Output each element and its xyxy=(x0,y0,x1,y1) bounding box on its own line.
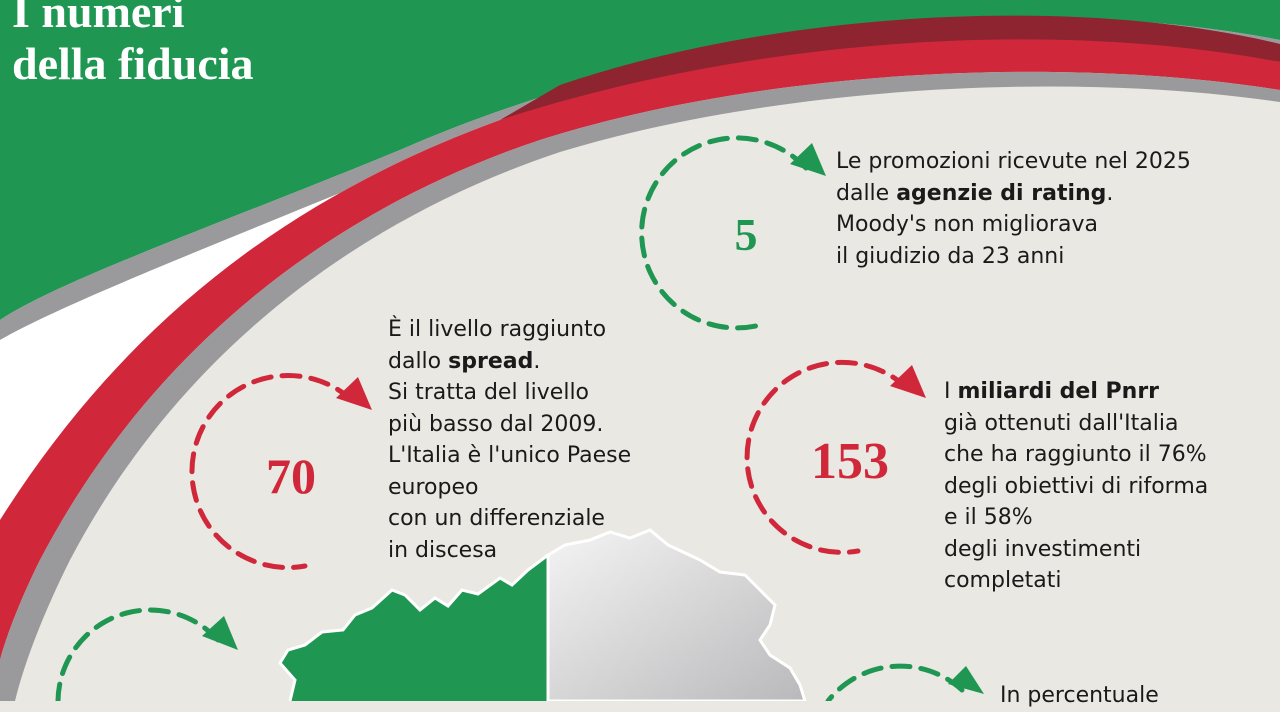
fact-number-70: 70 xyxy=(266,448,316,504)
arrow-head-70 xyxy=(336,377,372,410)
text-line: in discesa xyxy=(388,537,498,563)
text-line: il giudizio da 23 anni xyxy=(836,243,1065,269)
page-title: I numeri della fiducia xyxy=(12,0,254,90)
italy-map-border xyxy=(278,553,549,701)
arrow-head-153 xyxy=(890,365,926,398)
fact-text-percentuale: In percentuale xyxy=(1000,680,1159,712)
text-line: europeo xyxy=(388,474,479,500)
title-line-2: della fiducia xyxy=(12,38,254,89)
fact-text-spread: È il livello raggiunto dallo spread. Si … xyxy=(388,314,631,566)
text-line: completati xyxy=(944,568,1062,593)
green-band xyxy=(0,0,1280,320)
arrow-head-5 xyxy=(790,143,826,176)
text-line: I miliardi del Pnrr xyxy=(944,379,1160,404)
italy-map-grey xyxy=(546,528,807,701)
text-line: con un differenziale xyxy=(388,506,605,531)
text-line: più basso dal 2009. xyxy=(388,411,604,437)
text-line: L'Italia è l'unico Paese xyxy=(388,443,632,468)
arrow-circle-bottom-right xyxy=(825,663,965,701)
text-line: Moody's non migliorava xyxy=(836,212,1098,237)
text-line: già ottenuti dall'Italia xyxy=(944,410,1179,436)
text-line: degli obiettivi di riforma xyxy=(944,473,1209,499)
arrow-circle-5 xyxy=(639,135,809,331)
fact-text-pnrr: I miliardi del Pnrr già ottenuti dall'It… xyxy=(944,376,1208,597)
fact-number-5: 5 xyxy=(734,209,758,260)
text-line: e il 58% xyxy=(944,505,1033,530)
arrow-circle-bottom-left xyxy=(55,607,221,701)
title-line-1: I numeri xyxy=(12,0,185,37)
arrow-head-bottom-left xyxy=(202,616,238,650)
text-line: Le promozioni ricevute nel 2025 xyxy=(836,149,1191,174)
arrow-circle-153 xyxy=(744,359,910,555)
text-line: degli investimenti xyxy=(944,536,1142,562)
fact-number-153: 153 xyxy=(811,433,889,490)
text-line: È il livello raggiunto xyxy=(388,317,607,342)
arrow-circle-70 xyxy=(189,373,355,571)
text-line: dalle agenzie di rating. xyxy=(836,180,1114,206)
italy-map-green xyxy=(280,555,548,701)
arrow-head-bottom-right xyxy=(948,666,984,694)
text-line: che ha raggiunto il 76% xyxy=(944,442,1207,467)
fact-text-rating: Le promozioni ricevute nel 2025 dalle ag… xyxy=(836,146,1191,272)
text-line: Si tratta del livello xyxy=(388,380,590,405)
text-line: In percentuale xyxy=(1000,683,1159,708)
text-line: dallo spread. xyxy=(388,348,541,374)
